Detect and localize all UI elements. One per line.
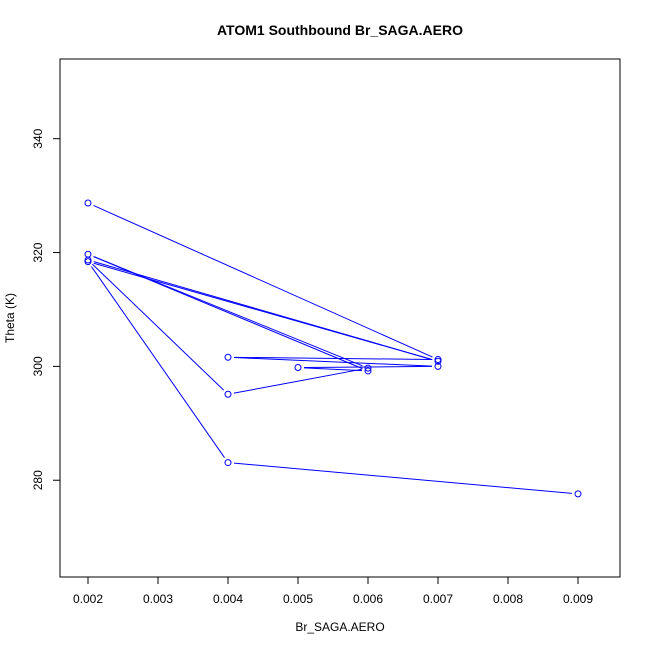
data-point [84, 199, 92, 207]
x-tick-label: 0.009 [563, 592, 593, 606]
x-tick-label: 0.003 [143, 592, 173, 606]
x-tick-label: 0.008 [493, 592, 523, 606]
x-tick-label: 0.002 [73, 592, 103, 606]
y-tick-label: 300 [31, 356, 45, 376]
x-tick-label: 0.006 [353, 592, 383, 606]
data-point [364, 367, 372, 375]
series-points [84, 199, 582, 498]
data-point [574, 490, 582, 498]
data-point [224, 353, 232, 361]
series-segment [233, 357, 433, 367]
y-axis: 280 300 320 340 [31, 128, 61, 490]
chart-title: ATOM1 Southbound Br_SAGA.AERO [217, 22, 463, 38]
data-point [224, 459, 232, 467]
x-tick-label: 0.007 [423, 592, 453, 606]
x-tick-label: 0.005 [283, 592, 313, 606]
y-axis-label: Theta (K) [3, 293, 17, 343]
series-segment [233, 368, 363, 394]
data-point [364, 364, 372, 372]
series-segment [233, 462, 573, 494]
series-segment [303, 367, 363, 372]
x-axis-label: Br_SAGA.AERO [295, 620, 384, 634]
x-axis: 0.002 0.003 0.004 0.005 0.006 0.007 0.008 0.009 [73, 576, 593, 606]
series-segment [93, 205, 433, 358]
y-tick-label: 320 [31, 242, 45, 262]
x-tick-label: 0.004 [213, 592, 243, 606]
y-tick-label: 280 [31, 470, 45, 490]
series-segment [91, 263, 225, 391]
data-point [434, 362, 442, 370]
series-segment [233, 356, 433, 360]
y-tick-label: 340 [31, 128, 45, 148]
data-point [224, 390, 232, 398]
series-segment [303, 365, 433, 368]
series-segment [93, 262, 433, 361]
series-lines [91, 205, 573, 494]
data-point [294, 364, 302, 372]
series-segment [91, 266, 225, 458]
data-point [84, 258, 92, 266]
data-point [434, 357, 442, 365]
